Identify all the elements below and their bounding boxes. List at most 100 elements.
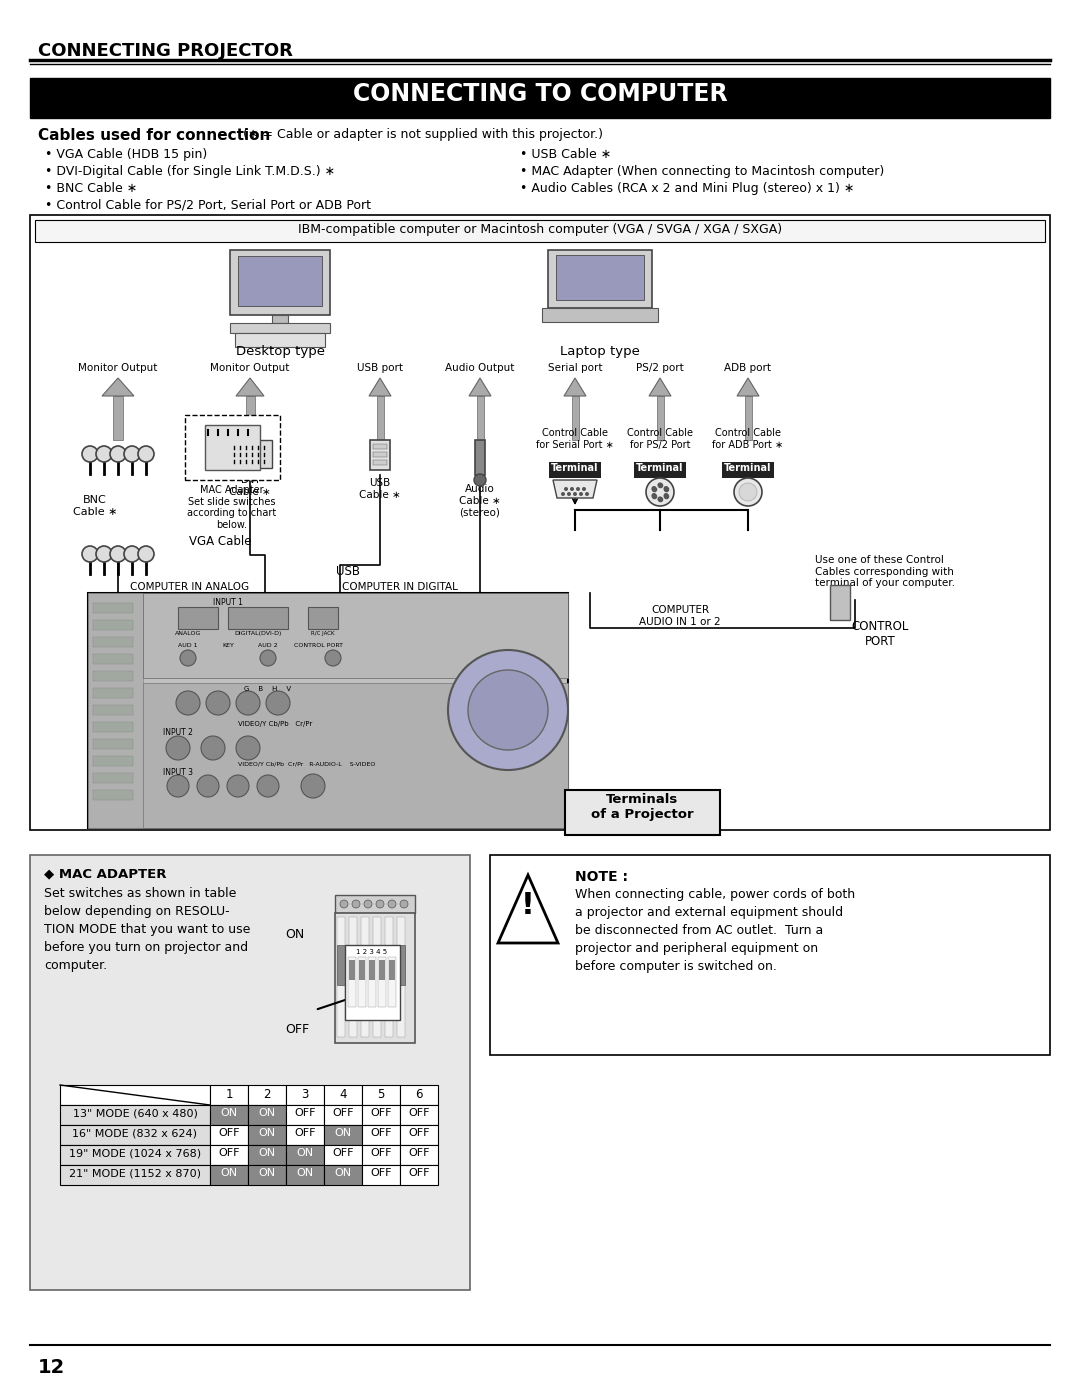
Bar	[93, 705, 133, 715]
Bar	[205, 425, 260, 469]
Circle shape	[110, 546, 126, 562]
Circle shape	[167, 775, 189, 798]
Text: OFF: OFF	[370, 1168, 392, 1178]
Text: 1 2 3 4 5: 1 2 3 4 5	[356, 949, 388, 956]
Bar	[362, 1085, 400, 1105]
Circle shape	[260, 650, 276, 666]
Bar	[210, 1105, 248, 1125]
Text: ON: ON	[335, 1127, 352, 1139]
Bar	[373, 453, 387, 457]
Text: INPUT 2: INPUT 2	[163, 728, 193, 738]
Circle shape	[96, 546, 112, 562]
Bar	[373, 444, 387, 448]
Text: OFF: OFF	[408, 1127, 430, 1139]
Bar	[324, 1165, 362, 1185]
Circle shape	[646, 478, 674, 506]
Text: ON: ON	[258, 1127, 275, 1139]
Text: VIDEO/Y Cb/Pb   Cr/Pr: VIDEO/Y Cb/Pb Cr/Pr	[238, 721, 312, 726]
Text: 5: 5	[377, 1088, 384, 1101]
Bar	[377, 395, 384, 440]
Circle shape	[340, 900, 348, 908]
Text: Terminal: Terminal	[725, 462, 772, 474]
Polygon shape	[469, 379, 491, 395]
Bar	[210, 1125, 248, 1146]
Bar	[349, 916, 357, 1037]
Bar	[93, 604, 133, 613]
Bar	[93, 722, 133, 732]
Text: PS/2 port: PS/2 port	[636, 363, 684, 373]
Bar	[185, 415, 280, 481]
Bar	[723, 462, 774, 478]
Text: IBM-compatible computer or Macintosh computer (VGA / SVGA / XGA / SXGA): IBM-compatible computer or Macintosh com…	[298, 224, 782, 236]
Bar	[235, 332, 325, 346]
Text: CONTROL
PORT: CONTROL PORT	[851, 620, 908, 648]
Bar	[93, 671, 133, 680]
Text: AUD 2: AUD 2	[258, 643, 278, 648]
Bar	[87, 592, 568, 828]
Text: ON: ON	[296, 1148, 313, 1158]
Circle shape	[576, 488, 580, 490]
Bar	[361, 944, 369, 985]
Circle shape	[110, 446, 126, 462]
Text: DVI
Cable ∗: DVI Cable ∗	[229, 475, 271, 496]
Text: G    B    H    V: G B H V	[244, 686, 292, 692]
Circle shape	[237, 692, 260, 715]
Text: ON: ON	[258, 1108, 275, 1118]
Text: 1: 1	[226, 1088, 233, 1101]
Bar	[230, 323, 330, 332]
Bar	[210, 1085, 248, 1105]
Bar	[337, 944, 345, 985]
Text: Cables used for connection: Cables used for connection	[38, 129, 270, 142]
Circle shape	[739, 483, 757, 502]
Bar	[357, 957, 366, 1007]
Bar	[369, 960, 375, 981]
Bar	[548, 250, 652, 307]
Circle shape	[237, 736, 260, 760]
Text: OFF: OFF	[294, 1108, 315, 1118]
Text: ANALOG: ANALOG	[175, 631, 201, 636]
Bar	[324, 1105, 362, 1125]
Text: Terminal: Terminal	[636, 462, 684, 474]
Bar	[210, 1165, 248, 1185]
Bar	[286, 1085, 324, 1105]
Text: Monitor Output: Monitor Output	[211, 363, 289, 373]
Text: !: !	[521, 891, 535, 921]
Text: COMPUTER IN DIGITAL: COMPUTER IN DIGITAL	[342, 583, 458, 592]
Text: OFF: OFF	[370, 1108, 392, 1118]
Bar	[379, 960, 384, 981]
Text: OFF: OFF	[285, 1023, 309, 1037]
Text: ON: ON	[258, 1148, 275, 1158]
Polygon shape	[649, 379, 671, 395]
Circle shape	[585, 492, 589, 496]
Text: CONTROL PORT: CONTROL PORT	[294, 643, 342, 648]
Bar	[475, 440, 485, 475]
Circle shape	[573, 492, 577, 496]
Bar	[35, 219, 1045, 242]
Circle shape	[658, 496, 662, 502]
Circle shape	[564, 488, 568, 490]
Bar	[370, 440, 390, 469]
Bar	[93, 789, 133, 800]
Circle shape	[579, 492, 583, 496]
Bar	[286, 1165, 324, 1185]
Bar	[246, 395, 255, 440]
Circle shape	[364, 900, 372, 908]
Polygon shape	[102, 379, 134, 395]
Bar	[30, 78, 1050, 117]
Circle shape	[266, 692, 291, 715]
Bar	[400, 1085, 438, 1105]
Text: Set switches as shown in table
below depending on RESOLU-
TION MODE that you wan: Set switches as shown in table below dep…	[44, 887, 251, 972]
Text: OFF: OFF	[333, 1148, 354, 1158]
Bar	[143, 683, 568, 828]
Text: INPUT 1: INPUT 1	[213, 598, 243, 608]
Bar	[400, 1165, 438, 1185]
Circle shape	[82, 446, 98, 462]
Bar	[477, 395, 484, 440]
Text: VIDEO/Y Cb/Pb  Cr/Pr   R-AUDIO-L    S-VIDEO: VIDEO/Y Cb/Pb Cr/Pr R-AUDIO-L S-VIDEO	[238, 761, 376, 766]
Text: R/C JACK: R/C JACK	[311, 631, 335, 636]
Bar	[335, 914, 415, 1044]
Text: USB port: USB port	[357, 363, 403, 373]
Text: Control Cable
for PS/2 Port: Control Cable for PS/2 Port	[627, 427, 693, 450]
Bar	[324, 1146, 362, 1165]
Bar	[362, 1146, 400, 1165]
